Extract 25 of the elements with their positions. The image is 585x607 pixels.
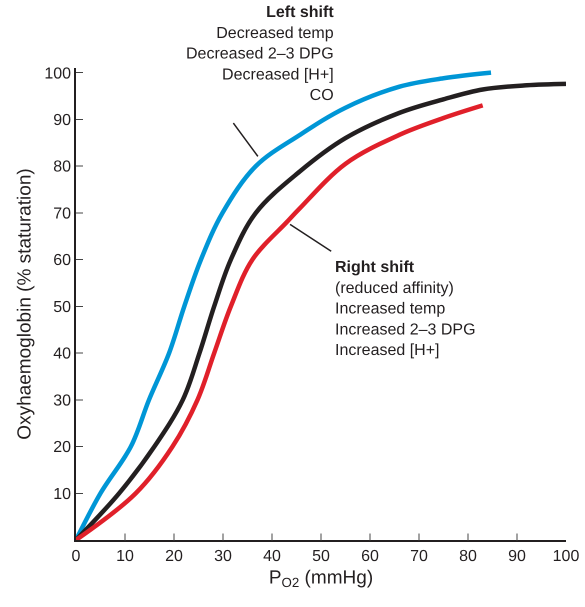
y-tick-label: 100 [44,65,72,82]
y-tick-label: 20 [53,439,72,456]
x-tick-label: 20 [165,548,183,565]
x-tick-label: 0 [72,548,81,565]
x-tick-label: 10 [116,548,134,565]
x-tick-label: 30 [214,548,232,565]
y-tick-label: 60 [53,252,72,270]
y-tick-label: 40 [53,346,72,363]
y-axis-title: Oxyhaemoglobin (% staturation) [14,168,36,440]
y-tick-label: 50 [53,298,72,316]
x-tick-label: 60 [361,548,379,565]
y-tick-label: 80 [53,158,72,176]
y-tick-label: 70 [53,205,72,222]
x-axis-title: P$_{O2}$ (mmHg) [268,567,374,590]
x-tick-label: 90 [508,548,526,565]
x-tick-label: 100 [552,548,580,565]
x-tick-label: 50 [312,548,330,565]
annotation: Left shift Decreased temp Decreased 2–3 DPG Decreased [H+] CO [186,4,334,104]
x-tick-label: 80 [459,548,477,565]
y-tick-label: 10 [53,486,72,503]
y-tick-label: 90 [53,112,72,130]
y-tick-label: 30 [53,392,72,410]
annotation: Right shift (reduced affinity) Increased temp Increased 2–3 DPG Increased [H+] [335,259,476,360]
x-tick-label: 40 [263,548,281,565]
x-tick-label: 70 [410,548,428,565]
